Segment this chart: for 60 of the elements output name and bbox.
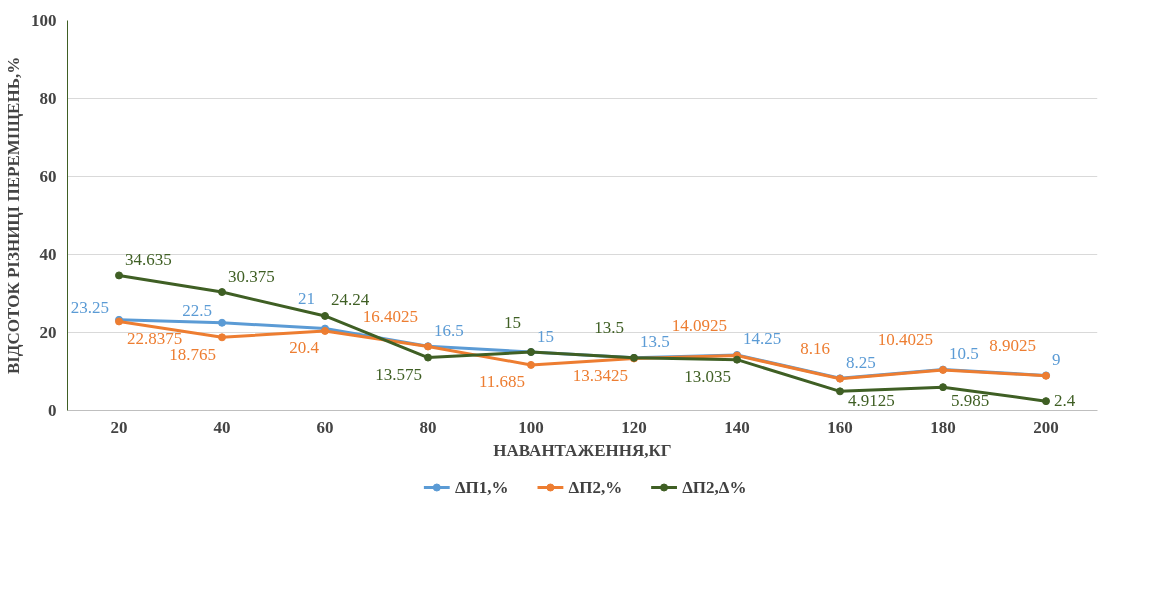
x-tick-label: 20 bbox=[110, 417, 128, 437]
x-tick-label: 160 bbox=[827, 417, 853, 437]
y-tick-label: 80 bbox=[39, 89, 57, 108]
legend-label: ΔП1,% bbox=[454, 478, 509, 497]
data-label: 24.24 bbox=[331, 290, 370, 310]
point bbox=[218, 333, 226, 342]
data-label: 16.4025 bbox=[362, 307, 418, 327]
x-tick-label: 80 bbox=[419, 417, 437, 437]
y-tick-label: 100 bbox=[31, 11, 57, 30]
legend-label: ΔП2,% bbox=[568, 478, 623, 497]
legend-label: ΔП2,Δ% bbox=[682, 478, 747, 497]
data-label: 14.0925 bbox=[671, 316, 727, 336]
data-label: 15 bbox=[537, 326, 554, 346]
x-tick-label: 40 bbox=[213, 417, 231, 437]
point bbox=[218, 288, 226, 297]
data-label: 8.25 bbox=[846, 352, 876, 372]
data-label: 34.635 bbox=[125, 249, 172, 269]
x-tick-label: 60 bbox=[316, 417, 334, 437]
y-tick-label: 40 bbox=[39, 245, 57, 264]
data-label: 10.4025 bbox=[877, 330, 933, 350]
point bbox=[836, 387, 844, 396]
data-label: 8.16 bbox=[800, 339, 830, 359]
data-label: 20.4 bbox=[289, 338, 320, 358]
data-label: 9 bbox=[1052, 349, 1061, 369]
data-label: 13.3425 bbox=[572, 365, 628, 385]
data-label: 13.575 bbox=[375, 365, 422, 385]
point bbox=[218, 318, 226, 327]
point bbox=[733, 355, 741, 364]
data-label: 8.9025 bbox=[989, 336, 1036, 356]
y-axis-title: ВІДСОТОК РІЗНИЦІ ПЕРЕМІЩЕНЬ,% bbox=[4, 56, 23, 375]
data-label: 14.25 bbox=[743, 329, 782, 349]
x-tick-label: 100 bbox=[518, 417, 544, 437]
x-tick-label: 200 bbox=[1033, 417, 1059, 437]
data-label: 4.9125 bbox=[848, 391, 895, 410]
x-axis-title: НАВАНТАЖЕННЯ,КГ bbox=[493, 440, 672, 460]
data-label: 5.985 bbox=[951, 391, 990, 410]
data-label: 13.5 bbox=[594, 318, 624, 338]
data-label: 13.5 bbox=[640, 332, 670, 352]
y-tick-label: 60 bbox=[39, 167, 57, 186]
x-tick-label: 120 bbox=[621, 417, 647, 437]
point bbox=[321, 311, 329, 320]
x-tick-label: 140 bbox=[724, 417, 750, 437]
point bbox=[424, 353, 432, 362]
point bbox=[115, 271, 123, 280]
data-label: 10.5 bbox=[949, 344, 979, 364]
y-tick-label: 0 bbox=[48, 401, 57, 420]
data-label: 21 bbox=[298, 289, 315, 309]
data-label: 16.5 bbox=[434, 320, 464, 340]
point bbox=[939, 383, 947, 392]
data-label: 15 bbox=[504, 312, 521, 332]
point bbox=[1042, 397, 1050, 406]
y-tick-label: 20 bbox=[39, 323, 57, 342]
x-tick-label: 180 bbox=[930, 417, 956, 437]
point bbox=[527, 360, 535, 369]
data-label: 13.035 bbox=[684, 367, 731, 387]
data-label: 2.4 bbox=[1054, 391, 1076, 410]
data-label: 22.5 bbox=[182, 301, 212, 321]
data-label: 23.25 bbox=[70, 298, 109, 318]
data-label: 11.685 bbox=[478, 372, 526, 392]
data-label: 30.375 bbox=[228, 266, 275, 286]
